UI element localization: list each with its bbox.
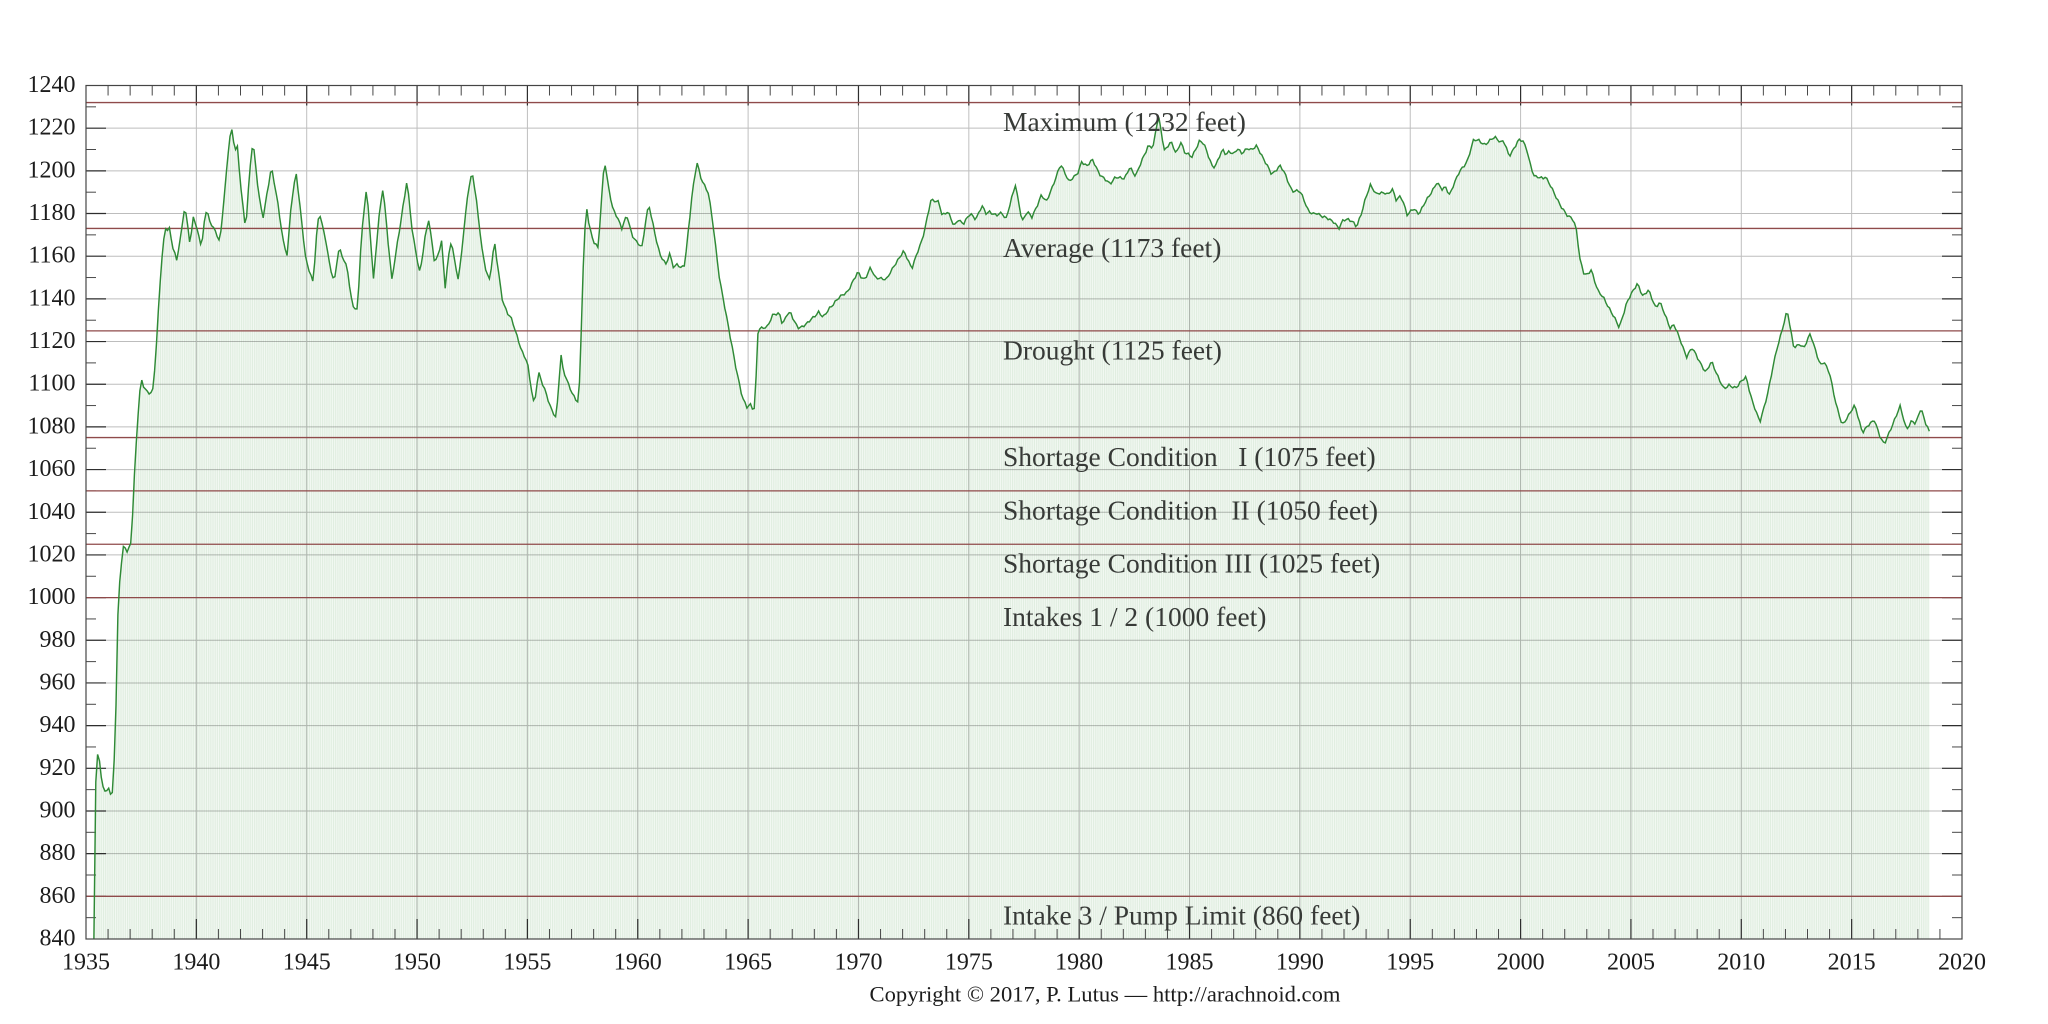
svg-text:960: 960 bbox=[40, 669, 76, 695]
svg-text:2015: 2015 bbox=[1828, 949, 1876, 975]
svg-text:1985: 1985 bbox=[1166, 949, 1214, 975]
svg-text:840: 840 bbox=[40, 926, 76, 952]
svg-text:Shortage Condition II (1050 f: Shortage Condition II (1050 feet) bbox=[1003, 494, 1378, 525]
svg-text:Shortage Condition I (1075 f: Shortage Condition I (1075 feet) bbox=[1003, 441, 1376, 472]
svg-text:900: 900 bbox=[40, 797, 76, 823]
svg-text:980: 980 bbox=[40, 627, 76, 653]
svg-text:1140: 1140 bbox=[28, 285, 75, 311]
svg-text:1020: 1020 bbox=[28, 541, 76, 567]
svg-text:1945: 1945 bbox=[283, 949, 331, 975]
svg-text:Drought (1125 feet): Drought (1125 feet) bbox=[1003, 334, 1222, 365]
svg-text:2000: 2000 bbox=[1497, 949, 1545, 975]
svg-text:880: 880 bbox=[40, 840, 76, 866]
svg-text:1975: 1975 bbox=[945, 949, 993, 975]
svg-text:1990: 1990 bbox=[1276, 949, 1324, 975]
svg-text:1060: 1060 bbox=[28, 456, 76, 482]
svg-text:1220: 1220 bbox=[28, 115, 76, 141]
svg-text:Shortage Condition III (1025 f: Shortage Condition III (1025 feet) bbox=[1003, 548, 1380, 579]
svg-text:1200: 1200 bbox=[28, 157, 76, 183]
svg-text:Average (1173 feet): Average (1173 feet) bbox=[1003, 232, 1221, 263]
svg-text:Maximum (1232 feet): Maximum (1232 feet) bbox=[1003, 106, 1246, 137]
svg-text:860: 860 bbox=[40, 883, 76, 909]
svg-text:1080: 1080 bbox=[28, 413, 76, 439]
svg-text:2005: 2005 bbox=[1607, 949, 1655, 975]
svg-text:1980: 1980 bbox=[1055, 949, 1103, 975]
svg-text:1000: 1000 bbox=[28, 584, 76, 610]
svg-text:1100: 1100 bbox=[28, 371, 75, 397]
svg-text:1180: 1180 bbox=[28, 200, 75, 226]
svg-text:1965: 1965 bbox=[724, 949, 772, 975]
svg-text:1160: 1160 bbox=[28, 243, 75, 269]
svg-text:Intake 3 / Pump Limit (860 fee: Intake 3 / Pump Limit (860 feet) bbox=[1003, 900, 1360, 931]
svg-text:1960: 1960 bbox=[614, 949, 662, 975]
svg-text:1995: 1995 bbox=[1386, 949, 1434, 975]
svg-text:1935: 1935 bbox=[62, 949, 110, 975]
svg-text:1970: 1970 bbox=[834, 949, 882, 975]
svg-text:Copyright © 2017, P. Lutus — h: Copyright © 2017, P. Lutus — http://arac… bbox=[870, 982, 1341, 1007]
svg-text:940: 940 bbox=[40, 712, 76, 738]
svg-text:920: 920 bbox=[40, 755, 76, 781]
svg-text:1940: 1940 bbox=[172, 949, 220, 975]
svg-text:1240: 1240 bbox=[28, 72, 76, 98]
svg-text:1950: 1950 bbox=[393, 949, 441, 975]
svg-text:2020: 2020 bbox=[1938, 949, 1986, 975]
svg-text:1955: 1955 bbox=[503, 949, 551, 975]
svg-text:2010: 2010 bbox=[1717, 949, 1765, 975]
svg-text:1120: 1120 bbox=[28, 328, 75, 354]
svg-text:1040: 1040 bbox=[28, 499, 76, 525]
svg-text:Intakes 1 / 2 (1000 feet): Intakes 1 / 2 (1000 feet) bbox=[1003, 601, 1266, 632]
